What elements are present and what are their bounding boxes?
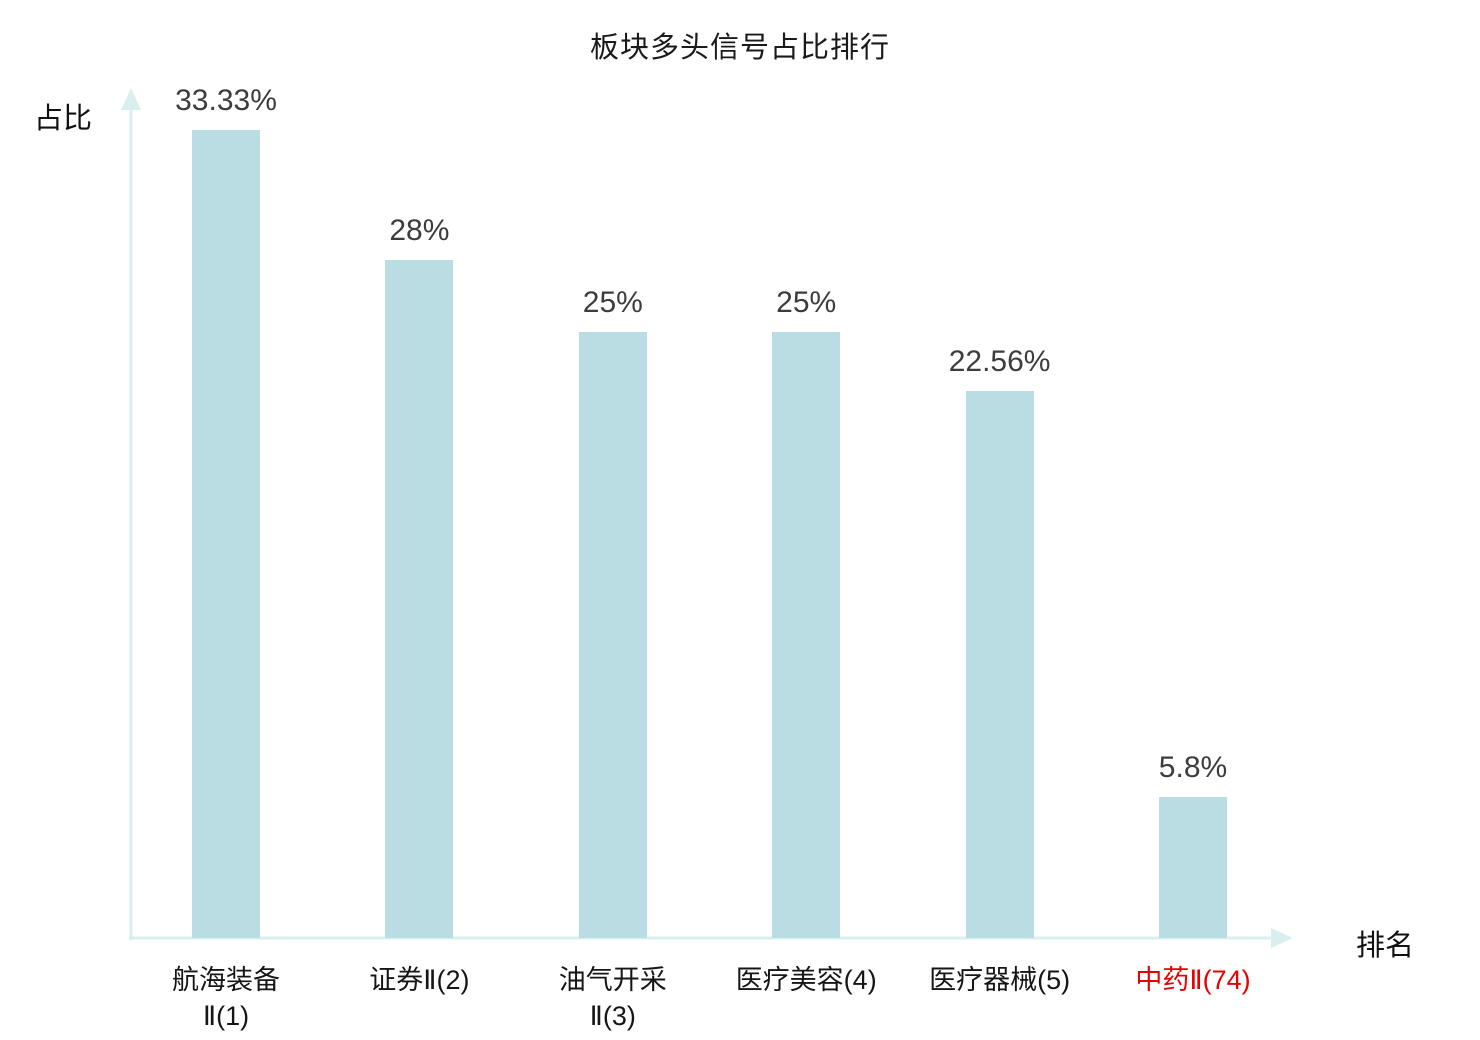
bar-value-label: 33.33% xyxy=(175,84,277,118)
bar-value-label: 25% xyxy=(582,286,643,320)
bar-category-label: 证券Ⅱ(2) xyxy=(289,962,549,998)
bar-category-label-line: 医疗器械(5) xyxy=(929,965,1071,995)
bar-category-label-line: 中药Ⅱ(74) xyxy=(1135,965,1251,995)
bar xyxy=(578,332,647,938)
bar-category-label-line: Ⅱ(3) xyxy=(589,1001,636,1031)
chart-title: 板块多头信号占比排行 xyxy=(589,32,890,64)
bar xyxy=(1159,797,1227,938)
bar xyxy=(772,332,841,938)
bar xyxy=(965,391,1034,938)
bar-category-label: 医疗美容(4) xyxy=(676,962,936,998)
bar-value-label: 22.56% xyxy=(948,345,1051,379)
bar-value-label: 5.8% xyxy=(1158,751,1228,785)
bar-category-label-line: Ⅱ(1) xyxy=(202,1001,250,1031)
bar-category-label-line: 证券Ⅱ(2) xyxy=(369,965,470,995)
y-axis-label: 占比 xyxy=(34,103,93,135)
bar-category-label: 油气开采 Ⅱ(3) xyxy=(483,962,743,1034)
bar-category-label: 航海装备 Ⅱ(1) xyxy=(96,962,356,1034)
y-axis-arrow-icon xyxy=(121,88,141,110)
bar-category-label: 医疗器械(5) xyxy=(870,962,1130,998)
bar-category-label-line: 航海装备 xyxy=(172,965,280,995)
bar-value-label: 25% xyxy=(776,286,837,320)
bar-value-label: 28% xyxy=(389,213,450,247)
bar-category-label-line: 油气开采 xyxy=(558,965,667,995)
x-axis-label: 排名 xyxy=(1356,930,1415,962)
bar-category-label: 中药Ⅱ(74) xyxy=(1063,962,1323,998)
bar xyxy=(385,259,454,938)
x-axis-arrow-icon xyxy=(1271,928,1293,948)
bar xyxy=(192,130,260,938)
bar-category-label-line: 医疗美容(4) xyxy=(735,965,877,995)
